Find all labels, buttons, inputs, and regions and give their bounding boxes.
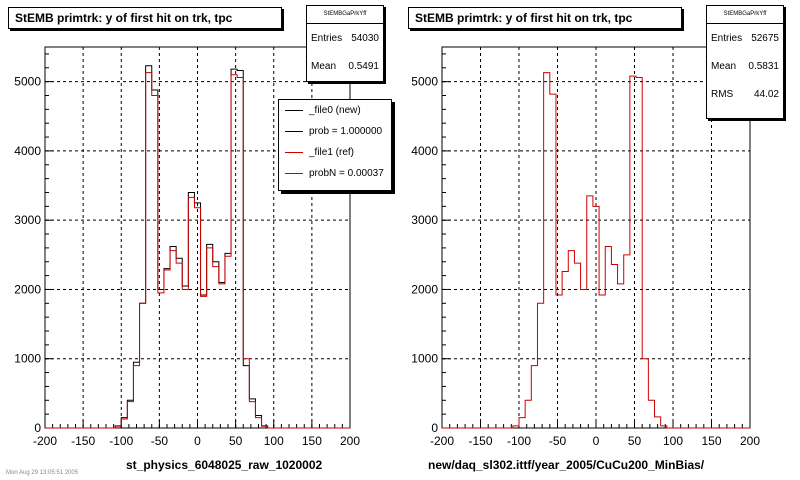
- chart-1-x-axis-title: st_physics_6048025_raw_1020002: [126, 458, 323, 472]
- chart-1-x-tick-label: -150: [71, 434, 95, 448]
- chart-2-x-tick-label: 200: [740, 434, 760, 448]
- chart-2-stats-rms: RMS 44.02: [707, 80, 783, 108]
- chart-2-x-tick-label: -50: [549, 434, 567, 448]
- legend-swatch-black: [285, 131, 303, 132]
- legend-entry: prob = 1.000000: [279, 121, 391, 142]
- chart-1-x-tick-label: -100: [109, 434, 133, 448]
- chart-1-y-tick-label: 5000: [14, 75, 41, 89]
- chart-1-stats-box: StEMBGaPrkYff Entries 54030 Mean 0.5491: [306, 5, 384, 82]
- chart-2-y-tick-label: 3000: [411, 213, 438, 227]
- legend-label: _file1 (ref): [309, 147, 355, 158]
- stats-rms-label: RMS: [711, 88, 734, 100]
- legend-label: _file0 (new): [309, 105, 361, 116]
- stats-entries-value: 52675: [751, 32, 779, 44]
- legend-entry: _file0 (new): [279, 100, 391, 121]
- chart-1-y-tick-label: 3000: [14, 213, 41, 227]
- chart-1-x-tick-label: 100: [264, 434, 284, 448]
- chart-2-x-tick-label: 100: [663, 434, 683, 448]
- chart-1-y-tick-label: 4000: [14, 144, 41, 158]
- chart-1-y-tick-label: 0: [34, 421, 41, 435]
- stats-mean-value: 0.5491: [348, 60, 379, 72]
- chart-1-series-2-histogram: [45, 72, 350, 429]
- chart-1-x-tick-label: -50: [151, 434, 169, 448]
- legend-swatch-black: [285, 110, 303, 111]
- chart-1-x-tick-label: 0: [194, 434, 201, 448]
- chart-2-stats-box: StEMBGaPrkYff Entries 52675 Mean 0.5831 …: [706, 5, 784, 119]
- stats-rms-value: 44.02: [753, 88, 779, 100]
- chart-2-x-tick-label: -200: [430, 434, 454, 448]
- chart-1-y-tick-label: 2000: [14, 282, 41, 296]
- chart-2-y-tick-label: 0: [431, 421, 438, 435]
- chart-1-title: StEMB primtrk: y of first hit on trk, tp…: [8, 7, 282, 29]
- chart-2-plot-frame: [441, 46, 751, 429]
- chart-2-x-tick-label: -100: [507, 434, 531, 448]
- chart-2-x-tick-label: 150: [701, 434, 721, 448]
- chart-1-y-tick-label: 1000: [14, 352, 41, 366]
- legend-label: prob = 1.000000: [309, 126, 383, 137]
- chart-2-y-tick-label: 4000: [411, 144, 438, 158]
- chart-2-stats-mean: Mean 0.5831: [707, 52, 783, 80]
- chart-1-stats-mean: Mean 0.5491: [307, 52, 383, 80]
- chart-2-x-tick-label: -150: [468, 434, 492, 448]
- chart-1-x-tick-label: 50: [229, 434, 243, 448]
- chart-2-y-tick-label: 1000: [411, 352, 438, 366]
- stats-entries-label: Entries: [311, 32, 343, 44]
- chart-2-series-1-histogram: [442, 72, 750, 429]
- chart-2-y-tick-label: 5000: [411, 75, 438, 89]
- legend-entry: _file1 (ref): [279, 142, 391, 163]
- stats-entries-label: Entries: [711, 32, 743, 44]
- stats-mean-label: Mean: [711, 60, 737, 72]
- chart-2-stats-name: StEMBGaPrkYff: [707, 6, 783, 24]
- stats-mean-label: Mean: [311, 60, 337, 72]
- chart-1-legend: _file0 (new) prob = 1.000000 _file1 (ref…: [278, 99, 392, 191]
- chart-1-x-tick-label: -200: [33, 434, 57, 448]
- chart-2-y-tick-label: 2000: [411, 282, 438, 296]
- legend-entry: probN = 0.00037: [279, 163, 391, 184]
- chart-2-stats-entries: Entries 52675: [707, 24, 783, 52]
- stats-mean-value: 0.5831: [748, 60, 779, 72]
- chart-2-title: StEMB primtrk: y of first hit on trk, tp…: [408, 7, 682, 29]
- chart-2-x-tick-label: 0: [593, 434, 600, 448]
- chart-1-stats-entries: Entries 54030: [307, 24, 383, 52]
- legend-label: probN = 0.00037: [309, 168, 384, 179]
- chart-1-series-1-histogram: [45, 65, 350, 429]
- footer-timestamp: Mon Aug 29 13:05:51 2005: [6, 470, 79, 476]
- chart-1-stats-name: StEMBGaPrkYff: [307, 6, 383, 24]
- legend-swatch-red: [285, 173, 303, 174]
- stats-entries-value: 54030: [351, 32, 379, 44]
- chart-2-x-axis-title: new/daq_sl302.ittf/year_2005/CuCu200_Min…: [428, 458, 705, 472]
- chart-2-x-tick-label: 50: [628, 434, 642, 448]
- legend-swatch-red: [285, 152, 303, 153]
- chart-1-x-tick-label: 150: [302, 434, 322, 448]
- chart-1-x-tick-label: 200: [340, 434, 360, 448]
